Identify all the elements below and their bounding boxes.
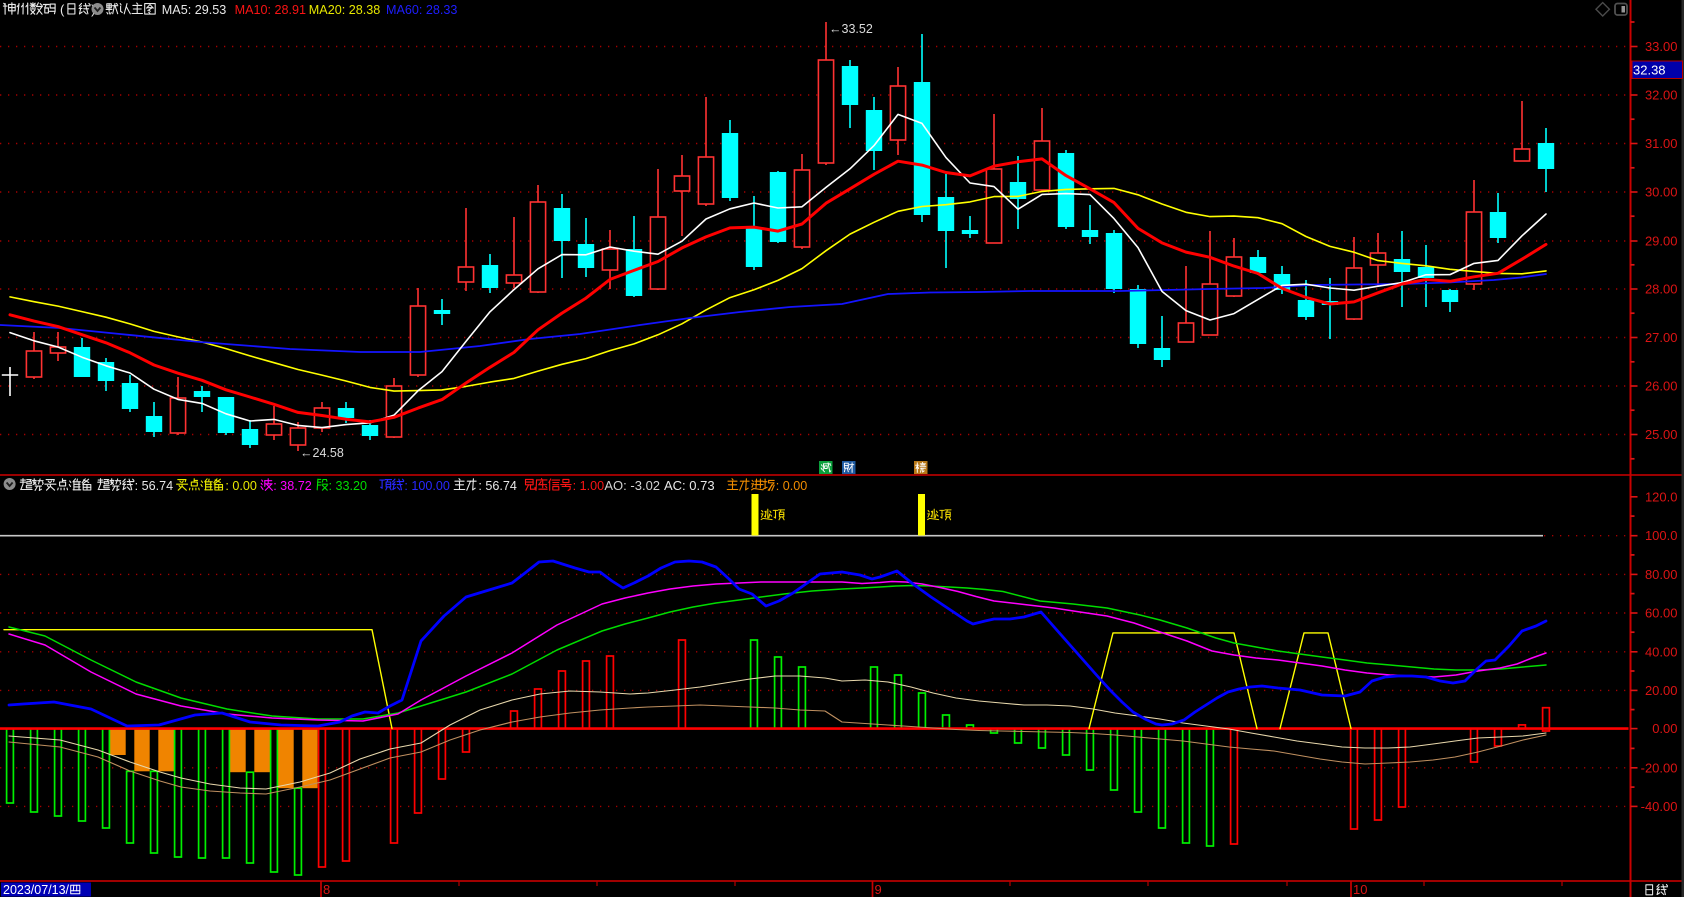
svg-text:29.00: 29.00 [1645, 234, 1678, 249]
svg-text:0.00: 0.00 [1652, 721, 1677, 736]
svg-text:: 0.00: : 0.00 [776, 479, 808, 493]
svg-text:40.00: 40.00 [1645, 644, 1678, 659]
svg-text:20.00: 20.00 [1645, 683, 1678, 698]
svg-text:←24.58: ←24.58 [300, 446, 344, 460]
svg-text:32.38: 32.38 [1633, 63, 1666, 78]
svg-text:26.00: 26.00 [1645, 379, 1678, 394]
svg-text:: 38.72: : 38.72 [273, 479, 312, 493]
svg-text:: 100.00: : 100.00 [404, 479, 450, 493]
svg-text:: 33.20: : 33.20 [329, 479, 368, 493]
svg-text:←33.52: ←33.52 [829, 22, 873, 36]
svg-text:8: 8 [323, 882, 330, 897]
svg-text:31.00: 31.00 [1645, 136, 1678, 151]
svg-text:MA5: 29.53: MA5: 29.53 [162, 3, 226, 17]
svg-text:-40.00: -40.00 [1641, 799, 1678, 814]
svg-text:: 1.00: : 1.00 [573, 479, 605, 493]
svg-text:28.00: 28.00 [1645, 282, 1678, 297]
svg-text:-20.00: -20.00 [1641, 760, 1678, 775]
svg-text:32.00: 32.00 [1645, 88, 1678, 103]
svg-text:(: ( [60, 2, 65, 17]
svg-text:: 56.74: : 56.74 [135, 479, 174, 493]
svg-text:10: 10 [1353, 882, 1367, 897]
svg-text:AC: 0.73: AC: 0.73 [664, 478, 715, 493]
svg-text:27.00: 27.00 [1645, 330, 1678, 345]
svg-text:: 0.00: : 0.00 [225, 479, 257, 493]
svg-text:MA20: 28.38: MA20: 28.38 [309, 3, 380, 17]
svg-text:AO: -3.02: AO: -3.02 [604, 478, 660, 493]
svg-text:9: 9 [875, 882, 882, 897]
svg-text:2023/07/13/: 2023/07/13/ [3, 883, 70, 897]
svg-text:30.00: 30.00 [1645, 185, 1678, 200]
svg-text:25.00: 25.00 [1645, 427, 1678, 442]
svg-text:MA60: 28.33: MA60: 28.33 [386, 3, 457, 17]
svg-text:: 56.74: : 56.74 [478, 479, 517, 493]
svg-text:100.0: 100.0 [1645, 528, 1678, 543]
svg-text:80.00: 80.00 [1645, 567, 1678, 582]
svg-text:60.00: 60.00 [1645, 606, 1678, 621]
svg-text:120.0: 120.0 [1645, 489, 1678, 504]
svg-text:MA10: 28.91: MA10: 28.91 [235, 3, 306, 17]
svg-text:33.00: 33.00 [1645, 39, 1678, 54]
